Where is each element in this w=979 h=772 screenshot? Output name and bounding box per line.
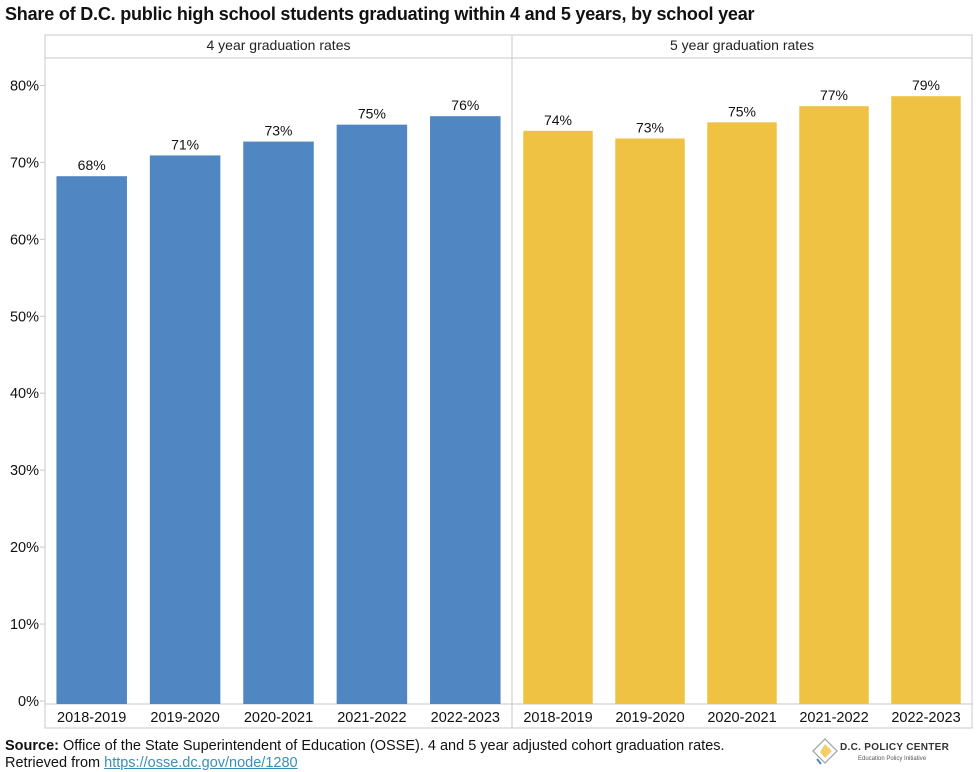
source-note: Source: Office of the State Superintende… (5, 738, 765, 772)
bar (149, 155, 221, 704)
data-label: 79% (912, 77, 940, 93)
y-tick-label: 60% (10, 232, 39, 248)
bar (799, 106, 869, 704)
x-tick-label: 2019-2020 (615, 710, 684, 726)
panel-title: 4 year graduation rates (207, 37, 351, 53)
y-tick-label: 20% (10, 540, 39, 556)
source-link[interactable]: https://osse.dc.gov/node/1280 (104, 755, 298, 771)
y-tick-label: 0% (18, 694, 39, 710)
data-label: 77% (820, 87, 848, 103)
x-tick-label: 2022-2023 (431, 710, 500, 726)
logo-subtitle: Education Policy Initiative (858, 756, 927, 762)
data-label: 68% (78, 157, 106, 173)
dc-map-icon (812, 738, 838, 765)
bar (243, 141, 314, 705)
y-tick-label: 30% (10, 463, 39, 479)
bar (336, 124, 408, 704)
data-label: 74% (544, 112, 572, 128)
x-tick-label: 2021-2022 (799, 710, 868, 726)
x-tick-label: 2018-2019 (57, 710, 126, 726)
x-tick-label: 2020-2021 (707, 710, 776, 726)
y-tick-label: 10% (10, 617, 39, 633)
y-tick-label: 40% (10, 386, 39, 402)
data-label: 71% (171, 136, 199, 152)
plot-frame (44, 34, 973, 729)
source-label: Source: (5, 738, 59, 754)
logo-name: D.C. POLICY CENTER (840, 742, 950, 753)
bar (615, 138, 685, 705)
data-label: 73% (636, 119, 664, 135)
chart-title: Share of D.C. public high school student… (5, 4, 755, 24)
y-tick-label: 80% (10, 78, 39, 94)
x-tick-label: 2022-2023 (891, 710, 960, 726)
bar (707, 122, 777, 704)
y-tick-label: 70% (10, 155, 39, 171)
bar-chart: 0% 10% 20% 30% 40% 50% 60% 70% 80% 4 year graduat… (10, 34, 973, 729)
data-label: 76% (451, 97, 479, 113)
data-label: 75% (358, 106, 386, 122)
x-tick-label: 2018-2019 (523, 710, 592, 726)
bar (891, 96, 961, 705)
dc-policy-center-logo: D.C. POLICY CENTER Education Policy Init… (812, 736, 972, 770)
y-tick-label: 50% (10, 309, 39, 325)
x-tick-label: 2021-2022 (337, 710, 406, 726)
x-tick-label: 2019-2020 (150, 710, 219, 726)
bar (56, 176, 127, 705)
bar (523, 130, 593, 704)
data-label: 73% (264, 123, 292, 139)
bar (430, 116, 501, 705)
source-text: Office of the State Superintendent of Ed… (5, 738, 725, 771)
data-label: 75% (728, 103, 756, 119)
x-tick-label: 2020-2021 (244, 710, 313, 726)
panel-title: 5 year graduation rates (670, 37, 814, 53)
